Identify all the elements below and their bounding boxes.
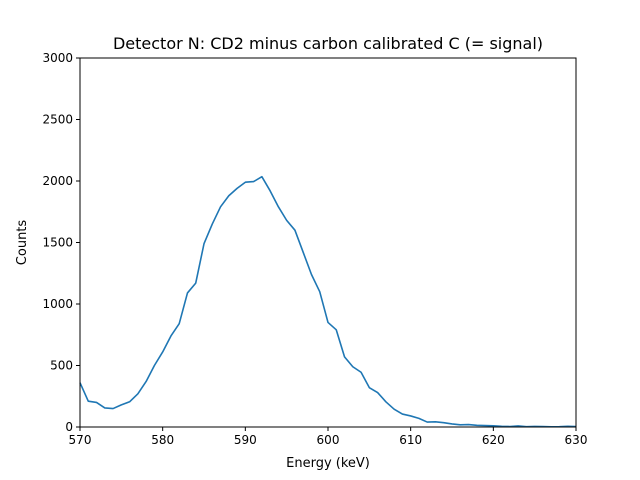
x-tick-label: 620 bbox=[482, 433, 505, 447]
data-point bbox=[360, 371, 362, 373]
data-point bbox=[443, 422, 445, 424]
x-tick-label: 570 bbox=[69, 433, 92, 447]
data-point bbox=[493, 425, 495, 427]
data-point bbox=[517, 425, 519, 427]
data-point bbox=[145, 381, 147, 383]
data-point bbox=[245, 181, 247, 183]
y-tick-label: 1000 bbox=[42, 297, 73, 311]
y-axis: 0 500 1000 1500 2000 2500 3000 bbox=[42, 51, 80, 434]
data-point bbox=[104, 407, 106, 409]
plot-frame bbox=[79, 57, 577, 428]
data-point bbox=[178, 323, 180, 325]
data-point bbox=[96, 402, 98, 404]
data-point bbox=[220, 206, 222, 208]
chart-title: Detector N: CD2 minus carbon calibrated … bbox=[113, 34, 543, 53]
data-point bbox=[261, 176, 263, 178]
y-axis-label: Counts bbox=[15, 220, 30, 266]
data-point bbox=[426, 421, 428, 423]
data-point bbox=[484, 425, 486, 427]
data-point bbox=[402, 413, 404, 415]
y-tick-label: 2000 bbox=[42, 174, 73, 188]
data-point bbox=[319, 291, 321, 293]
data-point bbox=[311, 274, 313, 276]
data-point bbox=[137, 393, 139, 395]
data-point bbox=[87, 400, 89, 402]
data-point bbox=[112, 408, 114, 410]
series-line bbox=[79, 175, 577, 428]
data-point bbox=[393, 408, 395, 410]
data-point bbox=[269, 190, 271, 192]
data-point bbox=[468, 424, 470, 426]
data-point bbox=[253, 181, 255, 183]
x-tick-label: 600 bbox=[317, 433, 340, 447]
data-point bbox=[286, 220, 288, 222]
x-tick-label: 580 bbox=[151, 433, 174, 447]
data-point bbox=[170, 335, 172, 337]
y-tick-label: 500 bbox=[50, 359, 73, 373]
data-point bbox=[418, 418, 420, 420]
data-point bbox=[129, 401, 131, 403]
data-point bbox=[369, 387, 371, 389]
data-point bbox=[302, 252, 304, 254]
data-point bbox=[228, 195, 230, 197]
data-point bbox=[187, 292, 189, 294]
data-point bbox=[459, 424, 461, 426]
data-point bbox=[410, 415, 412, 417]
data-point bbox=[451, 423, 453, 425]
x-tick-label: 610 bbox=[399, 433, 422, 447]
data-point bbox=[278, 206, 280, 208]
data-point bbox=[211, 223, 213, 225]
x-tick-label: 630 bbox=[565, 433, 588, 447]
y-tick-label: 2500 bbox=[42, 113, 73, 127]
plot-area bbox=[79, 175, 577, 428]
data-point bbox=[195, 282, 197, 284]
data-point bbox=[352, 366, 354, 368]
y-tick-label: 0 bbox=[65, 420, 73, 434]
data-point bbox=[203, 243, 205, 245]
data-point bbox=[335, 329, 337, 331]
y-tick-label: 1500 bbox=[42, 236, 73, 250]
data-point bbox=[121, 404, 123, 406]
data-point bbox=[377, 392, 379, 394]
data-point bbox=[327, 322, 329, 324]
data-point bbox=[294, 229, 296, 231]
data-point bbox=[236, 188, 238, 190]
x-axis-label: Energy (keV) bbox=[286, 456, 370, 471]
data-point bbox=[435, 421, 437, 423]
y-tick-label: 3000 bbox=[42, 51, 73, 65]
x-tick-label: 590 bbox=[234, 433, 257, 447]
data-point bbox=[344, 356, 346, 358]
data-point bbox=[154, 365, 156, 367]
data-point bbox=[476, 424, 478, 426]
data-point bbox=[385, 401, 387, 403]
data-point bbox=[162, 351, 164, 353]
x-axis: 570 580 590 600 610 620 630 bbox=[69, 427, 588, 447]
